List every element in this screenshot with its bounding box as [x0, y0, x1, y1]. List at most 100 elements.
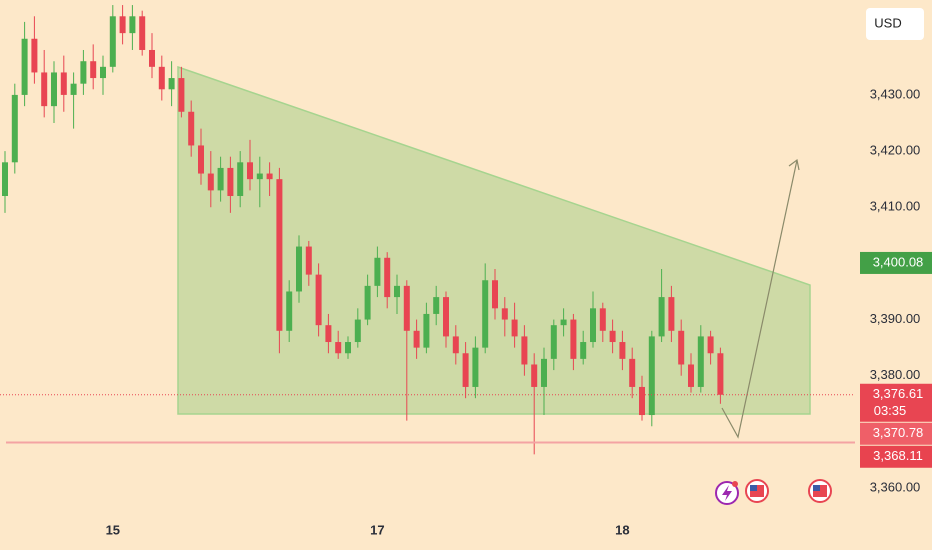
candle-body: [158, 66, 165, 90]
candle-body: [345, 342, 351, 354]
candle-body: [501, 308, 508, 320]
flag-canton: [813, 485, 820, 491]
candle-body: [70, 83, 77, 95]
flash-dot: [732, 481, 738, 487]
price-label-box: [860, 422, 932, 445]
countdown: 03:35: [874, 403, 907, 418]
candle-body: [207, 173, 214, 191]
candle-body: [403, 285, 410, 331]
candle-body: [237, 162, 244, 197]
candle-body: [639, 386, 645, 416]
projection-arrow: [721, 159, 798, 439]
candle-body: [492, 280, 498, 309]
candle-body: [139, 16, 146, 50]
candle-body: [11, 94, 18, 163]
candle-body: [688, 364, 694, 387]
candle-body: [697, 336, 704, 387]
candle-body: [178, 78, 185, 112]
candle-body: [423, 313, 430, 348]
candle-body: [619, 342, 626, 359]
candle-body: [276, 179, 283, 331]
candle-body: [717, 353, 724, 395]
candle-body: [707, 336, 714, 354]
candle-body: [629, 358, 636, 387]
candle-body: [599, 308, 606, 331]
candle-body: [149, 49, 155, 67]
candle-body: [31, 38, 38, 73]
candle-body: [678, 330, 685, 365]
price-label: 3,376.61: [873, 386, 924, 401]
candle-body: [531, 364, 538, 387]
candle-body: [21, 38, 28, 95]
candle-body: [590, 308, 596, 343]
x-tick-label: 17: [370, 522, 384, 537]
y-tick-label: 3,420.00: [870, 143, 921, 158]
candle-body: [550, 325, 557, 359]
candle-body: [2, 162, 8, 197]
candle-body: [580, 342, 587, 359]
plot: [2, 5, 724, 455]
candle-body: [286, 291, 293, 331]
event-icons: [715, 479, 832, 505]
candle-body: [109, 16, 116, 67]
price-label: 3,370.78: [873, 425, 924, 440]
candle-body: [413, 330, 420, 348]
price-label: 3,368.11: [873, 448, 923, 463]
candle-body: [247, 162, 253, 180]
candle-body: [80, 61, 87, 84]
candle-body: [541, 358, 547, 387]
candle-body: [227, 167, 234, 197]
candle-body: [482, 280, 489, 348]
candle-body: [168, 78, 175, 90]
y-tick-label: 3,390.00: [870, 311, 921, 326]
candle-body: [648, 336, 655, 416]
candle-body: [609, 330, 616, 343]
candle-body: [374, 257, 381, 286]
arrow-head: [788, 158, 800, 171]
candle-body: [570, 319, 577, 359]
candle-body: [462, 353, 469, 387]
candle-body: [90, 61, 97, 79]
x-tick-label: 15: [106, 522, 120, 537]
candle-body: [305, 246, 312, 275]
candle-body: [384, 257, 391, 298]
candle-body: [560, 319, 567, 326]
flag-canton: [750, 485, 757, 491]
currency-button[interactable]: [866, 8, 924, 40]
candle-body: [394, 285, 400, 298]
flash-bolt: [722, 485, 732, 501]
candle-body: [472, 347, 479, 387]
candle-body: [511, 319, 518, 337]
candle-body: [60, 72, 67, 95]
candle-body: [188, 111, 195, 146]
y-tick-label: 3,380.00: [870, 367, 921, 382]
currency-label: USD: [874, 15, 901, 30]
candle-body: [325, 325, 332, 343]
candle-body: [364, 285, 371, 320]
candle-body: [452, 336, 459, 354]
price-label-box: [860, 445, 932, 468]
candle-body: [256, 173, 263, 180]
y-tick-label: 3,410.00: [870, 199, 921, 214]
candle-body: [100, 66, 106, 79]
candle-body: [51, 72, 57, 107]
candle-body: [433, 297, 440, 314]
candle-body: [335, 342, 342, 354]
candle-body: [668, 297, 675, 331]
candle-body: [296, 246, 302, 292]
candle-body: [443, 297, 449, 337]
triangle-pattern: [177, 65, 811, 415]
candle-body: [217, 167, 224, 191]
candle-body: [658, 297, 665, 337]
price-label: 3,400.08: [873, 254, 924, 269]
y-tick-label: 3,360.00: [870, 479, 921, 494]
price-label-box: [860, 251, 932, 274]
candle-body: [129, 16, 136, 34]
candle-body: [41, 72, 48, 107]
candle-body: [119, 16, 126, 34]
candle-body: [198, 145, 204, 174]
x-tick-label: 18: [615, 522, 629, 537]
candle-body: [354, 319, 361, 343]
